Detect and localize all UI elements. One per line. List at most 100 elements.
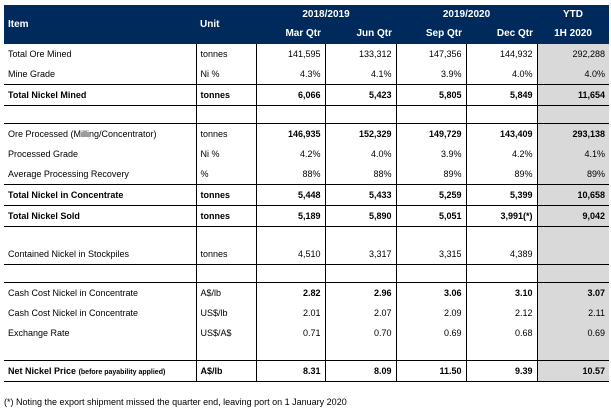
row-label: Total Ore Mined (4, 44, 197, 64)
cell-sep-qtr: 11.50 (396, 360, 467, 382)
cell-ytd: 10,658 (537, 184, 609, 206)
row-unit: Ni % (196, 144, 257, 164)
cell-ytd: 292,288 (537, 44, 609, 64)
cell-dec-qtr: 4.2% (466, 144, 538, 164)
table-row: Mine Grade Ni % 4.3% 4.1% 3.9% 4.0% 4.0% (4, 64, 609, 85)
row-label: Cash Cost Nickel in Concentrate (4, 303, 197, 323)
cell-jun-qtr: 0.70 (325, 323, 397, 343)
cell-sep-qtr: 2.09 (396, 303, 467, 323)
row-unit: tonnes (196, 84, 257, 106)
cell-jun-qtr: 5,433 (325, 184, 397, 206)
cell-jun-qtr: 3,317 (325, 244, 397, 265)
cell-sep-qtr: 5,051 (396, 205, 467, 227)
cell-jun-qtr: 4.0% (325, 144, 397, 164)
row-label: Average Processing Recovery (4, 164, 197, 185)
row-unit: tonnes (196, 44, 257, 64)
row-label: Net Nickel Price (before payability appl… (4, 360, 197, 382)
cell-jun-qtr: 2.96 (325, 282, 397, 303)
cell-ytd: 293,138 (537, 123, 609, 144)
row-unit: tonnes (196, 205, 257, 227)
cell-mar-qtr: 8.31 (256, 360, 326, 382)
table-row: Total Nickel Sold tonnes 5,189 5,890 5,0… (4, 205, 609, 227)
cell-jun-qtr: 5,423 (325, 84, 397, 106)
row-unit: A$/lb (196, 360, 257, 382)
table-header: Item Unit 2018/2019 2019/2020 YTD Mar Qt… (4, 5, 609, 44)
header-jun-qtr: Jun Qtr (325, 23, 396, 44)
row-label: Total Nickel in Concentrate (4, 184, 197, 206)
cell-sep-qtr: 3.9% (396, 144, 467, 164)
cell-dec-qtr: 3.10 (466, 282, 538, 303)
cell-jun-qtr: 5,890 (325, 205, 397, 227)
cell-ytd: 4.1% (537, 144, 609, 164)
cell-mar-qtr: 2.82 (256, 282, 326, 303)
header-group-2019-2020: 2019/2020 (396, 5, 537, 23)
cell-sep-qtr: 149,729 (396, 123, 467, 144)
table-row: Total Nickel Mined tonnes 6,066 5,423 5,… (4, 84, 609, 106)
cell-dec-qtr: 89% (466, 164, 538, 185)
row-label: Processed Grade (4, 144, 197, 164)
row-unit: tonnes (196, 123, 257, 144)
cell-mar-qtr: 146,935 (256, 123, 326, 144)
cell-ytd: 4.0% (537, 64, 609, 85)
table-row: Cash Cost Nickel in Concentrate A$/lb 2.… (4, 282, 609, 303)
row-unit: A$/lb (196, 282, 257, 303)
cell-sep-qtr: 147,356 (396, 44, 467, 64)
cell-sep-qtr: 5,259 (396, 184, 467, 206)
cell-dec-qtr: 5,399 (466, 184, 538, 206)
spacer-row (4, 226, 609, 244)
cell-jun-qtr: 4.1% (325, 64, 397, 85)
cell-ytd: 9,042 (537, 205, 609, 227)
header-item: Item (4, 5, 196, 44)
cell-mar-qtr: 6,066 (256, 84, 326, 106)
cell-mar-qtr: 5,189 (256, 205, 326, 227)
cell-ytd: 3.07 (537, 282, 609, 303)
cell-ytd (537, 244, 609, 265)
table-row: Total Nickel in Concentrate tonnes 5,448… (4, 184, 609, 206)
cell-dec-qtr: 143,409 (466, 123, 538, 144)
cell-sep-qtr: 5,805 (396, 84, 467, 106)
row-label-text: Net Nickel Price (8, 366, 77, 376)
row-label: Total Nickel Mined (4, 84, 197, 106)
cell-jun-qtr: 152,329 (325, 123, 397, 144)
cell-mar-qtr: 4.2% (256, 144, 326, 164)
header-ytd-period: 1H 2020 (537, 23, 609, 44)
row-label: Mine Grade (4, 64, 197, 85)
row-unit: Ni % (196, 64, 257, 85)
cell-dec-qtr: 4.0% (466, 64, 538, 85)
cell-dec-qtr: 144,932 (466, 44, 538, 64)
cell-mar-qtr: 0.71 (256, 323, 326, 343)
production-table: Item Unit 2018/2019 2019/2020 YTD Mar Qt… (4, 5, 609, 382)
cell-mar-qtr: 5,448 (256, 184, 326, 206)
cell-sep-qtr: 3,315 (396, 244, 467, 265)
header-unit: Unit (196, 5, 256, 44)
row-unit: tonnes (196, 244, 257, 265)
cell-dec-qtr: 9.39 (466, 360, 538, 382)
cell-sep-qtr: 0.69 (396, 323, 467, 343)
cell-jun-qtr: 2.07 (325, 303, 397, 323)
table-row: Cash Cost Nickel in Concentrate US$/lb 2… (4, 303, 609, 323)
row-label-note: (before payability applied) (78, 369, 166, 376)
cell-mar-qtr: 4.3% (256, 64, 326, 85)
cell-ytd: 11,654 (537, 84, 609, 106)
header-group-2018-2019: 2018/2019 (256, 5, 396, 23)
table-row: Net Nickel Price (before payability appl… (4, 360, 609, 382)
table-row: Average Processing Recovery % 88% 88% 89… (4, 164, 609, 185)
cell-ytd: 0.69 (537, 323, 609, 343)
row-unit: % (196, 164, 257, 185)
cell-jun-qtr: 133,312 (325, 44, 397, 64)
row-unit: tonnes (196, 184, 257, 206)
cell-jun-qtr: 8.09 (325, 360, 397, 382)
cell-ytd: 89% (537, 164, 609, 185)
table-row: Exchange Rate US$/A$ 0.71 0.70 0.69 0.68… (4, 323, 609, 343)
row-label: Total Nickel Sold (4, 205, 197, 227)
production-table-container: Item Unit 2018/2019 2019/2020 YTD Mar Qt… (4, 5, 609, 382)
row-unit: US$/lb (196, 303, 257, 323)
spacer-row (4, 264, 609, 283)
cell-ytd: 10.57 (537, 360, 609, 382)
row-label: Exchange Rate (4, 323, 197, 343)
cell-dec-qtr: 5,849 (466, 84, 538, 106)
table-body: Total Ore Mined tonnes 141,595 133,312 1… (4, 44, 609, 382)
header-sep-qtr: Sep Qtr (396, 23, 466, 44)
cell-dec-qtr: 4,389 (466, 244, 538, 265)
cell-sep-qtr: 3.9% (396, 64, 467, 85)
